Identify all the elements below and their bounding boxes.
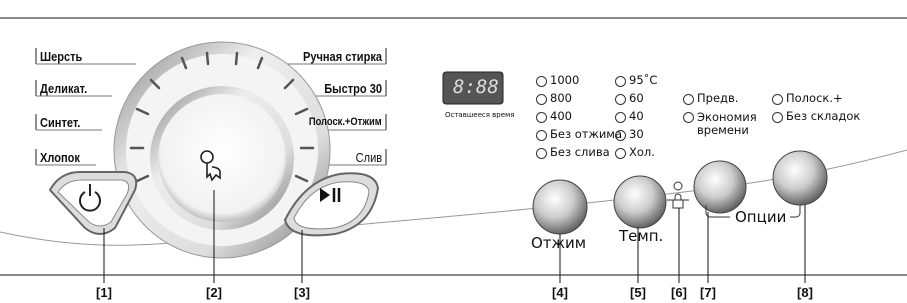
spin-option: Без слива <box>536 147 610 159</box>
temp-option: 95˚C <box>615 75 657 87</box>
knob-label: Отжим <box>531 236 586 251</box>
extra-option: Предв. <box>683 93 738 105</box>
callout: [4] <box>552 286 568 299</box>
spin-option: 400 <box>536 111 572 123</box>
program-label: Быстро 30 <box>324 82 382 95</box>
extra-option: Экономия времени <box>683 111 757 137</box>
callout: [8] <box>797 286 813 299</box>
program-label: Хлопок <box>40 151 80 164</box>
spin-option: 800 <box>536 93 572 105</box>
panel-drawing <box>0 0 907 303</box>
temp-option: 40 <box>615 111 644 123</box>
knob-label: Темп. <box>619 229 663 244</box>
program-label: Деликат. <box>40 82 87 95</box>
spin-option: 1000 <box>536 75 579 87</box>
program-label: Синтет. <box>40 116 80 129</box>
temp-option: 30 <box>615 129 644 141</box>
program-label: Ручная стирка <box>303 50 382 63</box>
knob-label: Опции <box>735 210 786 225</box>
control-panel: Шерсть Деликат. Синтет. Хлопок Ручная ст… <box>0 0 907 303</box>
callout: [1] <box>96 286 112 299</box>
temp-option: Хол. <box>615 147 655 159</box>
program-label: Слив <box>356 151 382 164</box>
program-label: Полоск.+Отжим <box>309 117 382 128</box>
temp-option: 60 <box>615 93 644 105</box>
callout: [3] <box>294 286 310 299</box>
callout: [7] <box>700 286 716 299</box>
callout: [5] <box>630 286 646 299</box>
callout: [2] <box>206 286 222 299</box>
extra-option: Без складок <box>772 111 860 123</box>
display-digits: 8:88 <box>453 78 499 97</box>
program-label: Шерсть <box>40 50 82 63</box>
extra-option: Полоск.+ <box>772 93 843 105</box>
display-caption: Оставшееся время <box>445 112 515 119</box>
callout: [6] <box>671 286 687 299</box>
spin-option: Без отжима <box>536 129 622 141</box>
